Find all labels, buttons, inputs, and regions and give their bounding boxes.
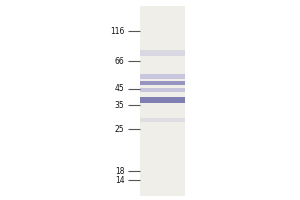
Text: 116: 116 (110, 26, 124, 36)
Text: 25: 25 (115, 124, 124, 134)
Text: 18: 18 (115, 166, 124, 176)
Text: 35: 35 (115, 100, 124, 110)
Bar (140, 6, 184, 196)
Text: 14: 14 (115, 176, 124, 185)
Bar (140, 88, 184, 92)
Bar (140, 74, 184, 79)
Text: 66: 66 (115, 56, 124, 66)
Bar (140, 81, 184, 85)
Bar (140, 118, 184, 122)
Bar (140, 50, 184, 56)
Text: 45: 45 (115, 84, 124, 93)
Bar (140, 97, 184, 103)
